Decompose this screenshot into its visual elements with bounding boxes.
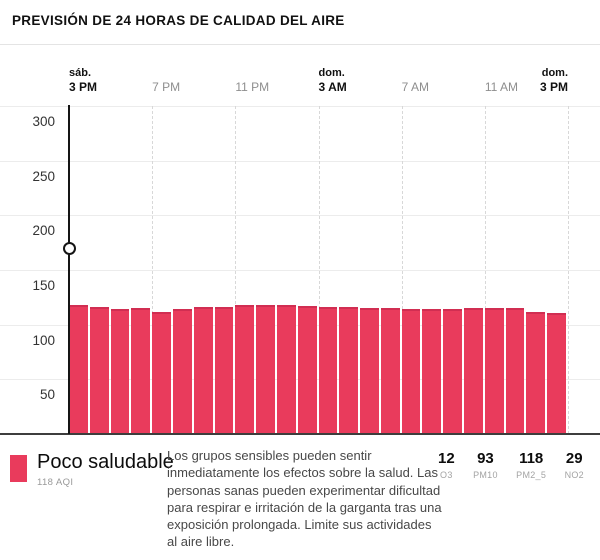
y-axis-label-50: 50 — [39, 387, 55, 403]
x-tick-hour-1: 7 PM — [152, 80, 181, 94]
aqi-bar-hour-12[interactable] — [318, 307, 338, 434]
aqi-bar-hour-17[interactable] — [422, 309, 442, 434]
aqi-bar-hour-1[interactable] — [89, 307, 109, 434]
pollutant-pm10: 93 PM10 — [473, 451, 498, 480]
x-axis-line — [0, 433, 600, 435]
x-gridline-4 — [401, 106, 403, 434]
aqi-bar-hour-14[interactable] — [360, 308, 379, 434]
x-tick-hour-4: 7 AM — [401, 80, 430, 94]
x-tick-hour-5: 11 AM — [484, 80, 518, 94]
x-tick-label-0: sáb. 3 PM — [69, 67, 98, 94]
x-tick-day-6: dom. — [541, 67, 569, 79]
x-gridline-5 — [484, 106, 486, 434]
aqi-category-swatch — [10, 455, 27, 482]
x-tick-day-3: dom. — [318, 67, 345, 79]
y-axis-label-200: 200 — [32, 223, 55, 239]
x-gridline-1 — [152, 106, 154, 434]
aqi-value-label: 118 AQI — [37, 477, 74, 488]
pollutant-pm25-name: PM2_5 — [516, 470, 547, 480]
aqi-bar-hour-4[interactable] — [152, 311, 171, 434]
x-tick-label-4: 7 AM — [402, 68, 429, 93]
x-tick-hour-3: 3 AM — [318, 80, 347, 94]
page-title: PREVISIÓN DE 24 HORAS DE CALIDAD DEL AIR… — [12, 13, 345, 28]
pollutant-pm25: 118 PM2_5 — [516, 451, 546, 480]
x-gridline-6 — [568, 106, 569, 434]
aqi-bar-hour-5[interactable] — [172, 309, 192, 434]
aqi-description: Los grupos sensibles pueden sentir inmed… — [167, 448, 442, 550]
x-tick-label-5: 11 AM — [485, 68, 518, 93]
aqi-bar-hour-15[interactable] — [380, 308, 400, 434]
x-tick-label-1: 7 PM — [152, 68, 180, 93]
aqi-bar-hour-8[interactable] — [235, 304, 255, 434]
pollutant-o3-value: 12 — [438, 450, 455, 467]
y-gridline-150 — [0, 270, 600, 271]
aqi-bar-hour-0[interactable] — [69, 304, 88, 434]
aqi-bar-hour-7[interactable] — [214, 307, 234, 434]
aqi-bar-hour-6[interactable] — [193, 307, 213, 434]
pollutant-no2-name: NO2 — [564, 470, 584, 480]
header-divider — [0, 44, 600, 45]
x-tick-hour-2: 11 PM — [235, 80, 270, 94]
aqi-bar-hour-23[interactable] — [547, 312, 566, 434]
x-tick-hour-6: 3 PM — [540, 80, 569, 94]
x-tick-day-0: sáb. — [69, 67, 92, 79]
time-scrubber-handle[interactable] — [62, 242, 76, 255]
aqi-bar-hour-13[interactable] — [339, 307, 359, 434]
aqi-bar-hour-19[interactable] — [464, 308, 483, 434]
aqi-bar-hour-20[interactable] — [484, 308, 504, 434]
aqi-bar-hour-2[interactable] — [110, 309, 130, 434]
aqi-bar-hour-18[interactable] — [443, 309, 463, 434]
current-time-marker-line[interactable] — [68, 105, 70, 434]
x-tick-hour-0: 3 PM — [69, 80, 98, 94]
x-gridline-3 — [318, 106, 320, 434]
x-tick-label-3: dom. 3 AM — [318, 67, 347, 94]
aqi-bar-hour-11[interactable] — [297, 306, 317, 434]
pollutant-o3-name: O3 — [440, 470, 453, 480]
y-gridline-200 — [0, 215, 600, 217]
y-axis-label-150: 150 — [32, 278, 55, 293]
pollutant-readings: 12 O3 93 PM10 118 PM2_5 29 NO2 — [438, 451, 584, 480]
y-gridline-250 — [0, 160, 600, 162]
y-axis-label-100: 100 — [32, 332, 55, 348]
pollutant-pm25-value: 118 — [519, 450, 544, 467]
y-gridline-300 — [0, 106, 600, 107]
aqi-bar-hour-22[interactable] — [526, 311, 546, 434]
aqi-category-label: Poco saludable — [37, 451, 174, 473]
x-tick-label-2: 11 PM — [235, 68, 269, 93]
x-gridline-2 — [235, 106, 237, 434]
aqi-bar-hour-9[interactable] — [256, 304, 275, 434]
pollutant-no2: 29 NO2 — [565, 451, 584, 480]
aqi-bar-hour-3[interactable] — [131, 308, 151, 434]
pollutant-no2-value: 29 — [565, 450, 583, 467]
aqi-bar-hour-21[interactable] — [505, 308, 525, 434]
x-tick-label-6: dom. 3 PM — [540, 67, 569, 94]
y-axis-label-300: 300 — [32, 114, 55, 129]
pollutant-pm10-value: 93 — [477, 450, 494, 467]
aqi-bar-hour-16[interactable] — [401, 309, 421, 434]
aqi-bar-hour-10[interactable] — [276, 304, 296, 434]
y-axis-label-250: 250 — [32, 168, 55, 184]
pollutant-o3: 12 O3 — [438, 451, 455, 480]
pollutant-pm10-name: PM10 — [473, 470, 498, 480]
